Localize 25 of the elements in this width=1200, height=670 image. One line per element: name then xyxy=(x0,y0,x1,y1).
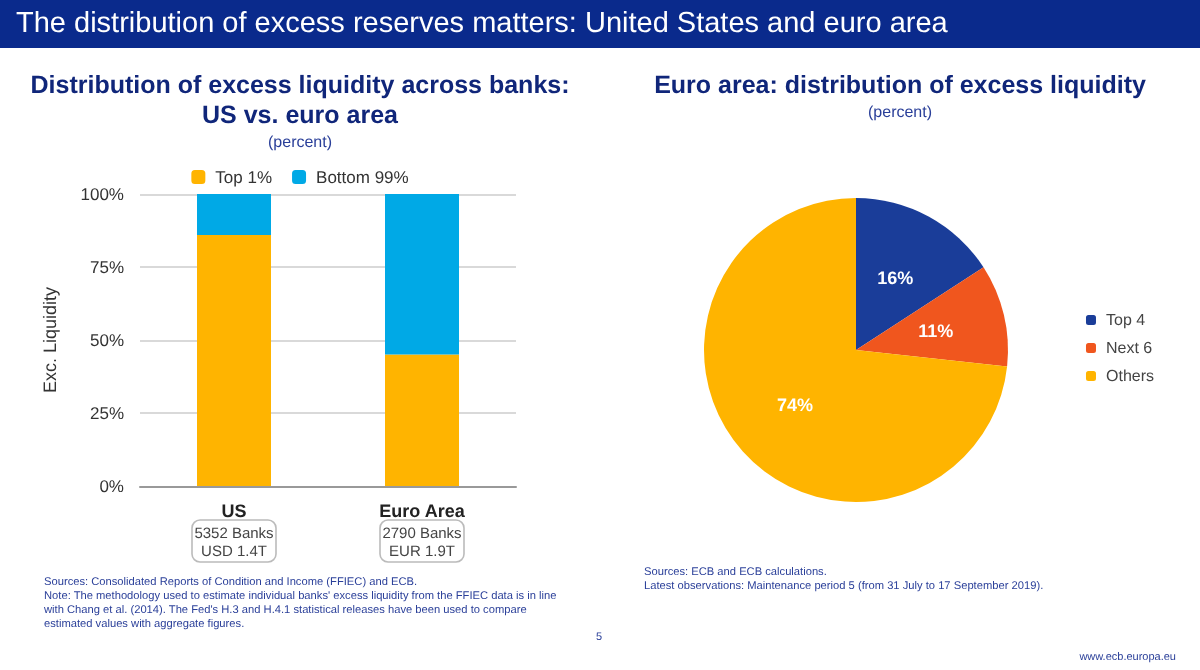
data-label: 11% xyxy=(918,321,954,342)
chart-title: Distribution of excess liquidity across banks: US vs. euro area xyxy=(30,71,570,129)
y-tick-label: 75% xyxy=(89,257,125,277)
y-tick-label: 50% xyxy=(89,330,125,350)
bar xyxy=(385,354,459,486)
data-label: 74% xyxy=(776,394,813,415)
x-tick-label: US xyxy=(221,501,247,521)
bar xyxy=(197,194,271,235)
legend-label: Top 1% xyxy=(215,167,273,187)
y-tick-label: 25% xyxy=(89,403,125,423)
legend-label: Others xyxy=(1105,367,1155,385)
data-label: 16% xyxy=(877,267,914,288)
x-tick-label: Euro Area xyxy=(379,501,467,521)
text: The distribution of excess reserves matters: United States and euro area xyxy=(0,0,1200,48)
chart-subtitle: (percent) xyxy=(867,103,933,121)
y-axis-title: Exc. Liquidity xyxy=(39,285,60,394)
bar xyxy=(385,194,459,355)
legend-label: Top 4 xyxy=(1105,311,1147,329)
chart-title: Euro area: distribution of excess liquidity xyxy=(654,71,1146,99)
legend-label: Next 6 xyxy=(1105,339,1154,357)
y-tick-label: 100% xyxy=(80,184,125,204)
bar xyxy=(197,234,271,486)
legend-label: Bottom 99% xyxy=(316,167,410,187)
y-tick-label: 0% xyxy=(99,476,125,496)
chart-subtitle: (percent) xyxy=(267,133,333,151)
